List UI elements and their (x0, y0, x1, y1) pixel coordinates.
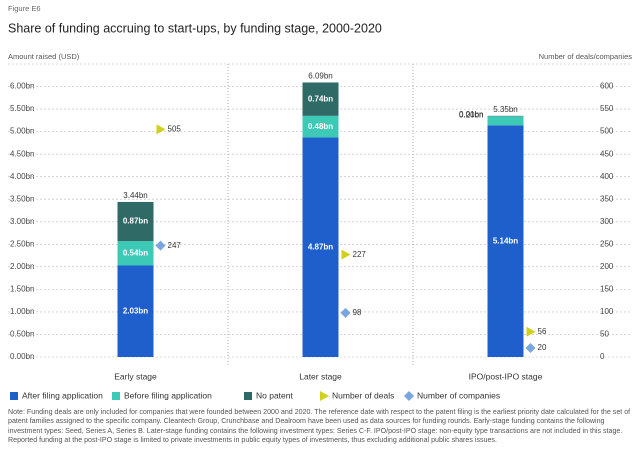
bar-segment (117, 201, 154, 242)
marker-label: 98 (353, 308, 362, 317)
y2-tick-label: 250 (600, 239, 614, 248)
y2-tick-label: 350 (600, 194, 614, 203)
y2-tick-label: 550 (600, 104, 614, 113)
marker-label: 505 (168, 124, 182, 133)
value-label: 0.48bn (308, 122, 333, 131)
y2-tick-label: 200 (600, 262, 614, 271)
value-label: 0.54bn (123, 248, 148, 257)
bar-segment (302, 137, 339, 357)
bar-segment (117, 265, 154, 357)
bar-segment (487, 125, 524, 357)
marker-label: 227 (353, 250, 367, 259)
company-marker (155, 240, 166, 251)
company-marker (525, 342, 536, 353)
figure-label: Figure E6 (8, 4, 41, 13)
y2-tick-label: 100 (600, 307, 614, 316)
y-tick-label: 1.00bn (10, 307, 34, 316)
legend-marker (320, 391, 329, 401)
chart-title: Share of funding accruing to start-ups, … (8, 21, 382, 35)
bar-segment (117, 241, 154, 266)
total-label: 3.44bn (123, 191, 147, 200)
y-tick-label: 1.50bn (10, 284, 34, 293)
total-label: 5.35bn (493, 105, 517, 114)
y2-tick-label: 0 (600, 352, 605, 361)
value-label: 0.87bn (123, 217, 148, 226)
legend-swatch (244, 392, 252, 400)
y-tick-label: 2.50bn (10, 239, 34, 248)
value-label: 0.01bn (459, 110, 483, 119)
deal-marker (526, 326, 536, 337)
y2-tick-label: 150 (600, 284, 614, 293)
marker-label: 56 (538, 327, 547, 336)
y2-tick-label: 400 (600, 172, 614, 181)
y-tick-label: 3.00bn (10, 217, 34, 226)
legend-label: Number of companies (417, 390, 500, 400)
note: Note: Funding deals are only included fo… (8, 408, 631, 444)
y2-axis-title: Number of deals/companies (539, 52, 633, 61)
x-tick-label: IPO/post-IPO stage (469, 371, 543, 381)
bar-segment (302, 115, 339, 138)
value-label: 0.74bn (308, 94, 333, 103)
marker-label: 20 (538, 343, 547, 352)
deal-marker (341, 249, 351, 260)
y-tick-label: 3.50bn (10, 194, 34, 203)
y-axis-title: Amount raised (USD) (8, 52, 80, 61)
y2-tick-label: 500 (600, 127, 614, 136)
legend-label: No patent (256, 390, 293, 400)
x-tick-label: Later stage (299, 371, 342, 381)
marker-label: 247 (168, 241, 182, 250)
value-label: 5.14bn (493, 236, 518, 245)
legend-marker (404, 391, 414, 401)
x-tick-label: Early stage (114, 371, 157, 381)
company-marker (340, 307, 351, 318)
value-label: 4.87bn (308, 242, 333, 251)
y2-tick-label: 300 (600, 217, 614, 226)
legend-swatch (10, 392, 18, 400)
bar-segment (302, 82, 339, 116)
legend-label: Before filing application (124, 390, 212, 400)
y-tick-label: 5.50bn (10, 104, 34, 113)
y-tick-label: 6.00bn (10, 82, 34, 91)
y2-tick-label: 450 (600, 149, 614, 158)
deal-marker (156, 124, 166, 135)
y-tick-label: 4.00bn (10, 172, 34, 181)
bar-segment (487, 116, 524, 126)
value-label: 0.20bn (459, 110, 483, 119)
y2-tick-label: 50 (600, 330, 609, 339)
total-label: 6.09bn (308, 72, 332, 81)
y-tick-label: 4.50bn (10, 149, 34, 158)
y2-tick-label: 600 (600, 82, 614, 91)
legend-swatch (112, 392, 120, 400)
legend-label: Number of deals (332, 390, 394, 400)
y-tick-label: 0.00bn (10, 352, 34, 361)
y-tick-label: 5.00bn (10, 127, 34, 136)
y-tick-label: 2.00bn (10, 262, 34, 271)
value-label: 2.03bn (123, 306, 148, 315)
y-tick-label: 0.50bn (10, 330, 34, 339)
chart: Figure E6 Share of funding accruing to s… (8, 4, 633, 401)
legend-label: After filing application (22, 390, 103, 400)
